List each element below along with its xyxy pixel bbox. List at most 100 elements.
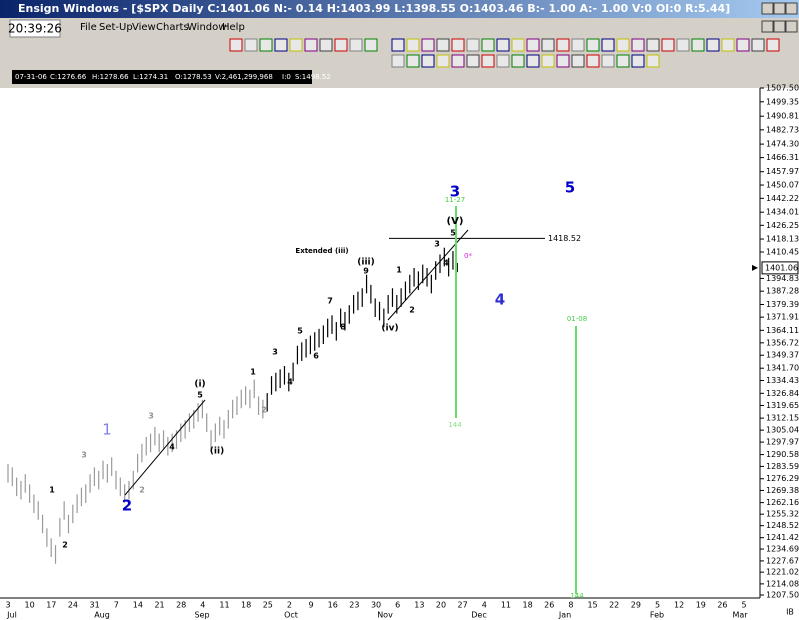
- toolbar-button[interactable]: [736, 38, 750, 52]
- window-button[interactable]: [773, 2, 786, 15]
- window-button[interactable]: [785, 20, 798, 33]
- x-tick-label: 25: [263, 601, 273, 610]
- toolbar-button[interactable]: [406, 38, 420, 52]
- y-tick-label: 1305.04: [766, 426, 799, 435]
- y-tick-label: 1450.07: [766, 181, 799, 190]
- wave-label: 5: [565, 179, 575, 197]
- toolbar-button[interactable]: [571, 54, 585, 68]
- toolbar-button[interactable]: [259, 38, 273, 52]
- y-tick-label: 1394.83: [766, 274, 799, 283]
- toolbar-button[interactable]: [481, 38, 495, 52]
- toolbar-button[interactable]: [616, 54, 630, 68]
- toolbar-button[interactable]: [319, 38, 333, 52]
- toolbar-button[interactable]: [421, 38, 435, 52]
- menu-item[interactable]: Charts: [156, 22, 189, 33]
- toolbar-button[interactable]: [289, 38, 303, 52]
- toolbar-button[interactable]: [391, 54, 405, 68]
- toolbar-button[interactable]: [244, 38, 258, 52]
- toolbar-button[interactable]: [541, 38, 555, 52]
- toolbar-button[interactable]: [646, 54, 660, 68]
- toolbar-button[interactable]: [586, 38, 600, 52]
- y-tick-label: 1418.13: [766, 235, 799, 244]
- menu-item[interactable]: Set-Up: [99, 22, 133, 33]
- toolbar-button[interactable]: [721, 38, 735, 52]
- toolbar-button[interactable]: [766, 38, 780, 52]
- y-tick-label: 1356.72: [766, 338, 799, 347]
- toolbar-button[interactable]: [421, 54, 435, 68]
- month-label: Jan: [558, 611, 571, 620]
- toolbar-button[interactable]: [586, 54, 600, 68]
- x-tick-label: 12: [674, 601, 684, 610]
- toolbar-button[interactable]: [274, 38, 288, 52]
- y-tick-label: 1457.97: [766, 167, 799, 176]
- wave-label: 3: [450, 183, 460, 201]
- toolbar-button[interactable]: [451, 38, 465, 52]
- y-tick-label: 1387.28: [766, 287, 799, 296]
- toolbar-button[interactable]: [691, 38, 705, 52]
- toolbar-button[interactable]: [616, 38, 630, 52]
- info-bar: [12, 70, 312, 84]
- x-tick-label: 31: [90, 601, 100, 610]
- toolbar-button[interactable]: [571, 38, 585, 52]
- x-tick-label: 21: [154, 601, 164, 610]
- toolbar-button[interactable]: [436, 38, 450, 52]
- toolbar-button[interactable]: [556, 38, 570, 52]
- info-field: L:1274.31: [133, 73, 168, 81]
- y-tick-label: 1276.29: [766, 474, 799, 483]
- window-button[interactable]: [785, 2, 798, 15]
- toolbar-button[interactable]: [676, 38, 690, 52]
- toolbar-button[interactable]: [526, 54, 540, 68]
- wave-label: 8: [340, 323, 346, 332]
- toolbar-button[interactable]: [526, 38, 540, 52]
- toolbar-button[interactable]: [496, 38, 510, 52]
- toolbar-button[interactable]: [466, 54, 480, 68]
- toolbar-button[interactable]: [556, 54, 570, 68]
- y-tick-label: 1319.65: [766, 401, 799, 410]
- toolbar-button[interactable]: [364, 38, 378, 52]
- toolbar-button[interactable]: [631, 54, 645, 68]
- toolbar-button[interactable]: [511, 54, 525, 68]
- toolbar-button[interactable]: [601, 38, 615, 52]
- y-tick-label: 1410.45: [766, 248, 799, 257]
- toolbar-button[interactable]: [751, 38, 765, 52]
- toolbar-button[interactable]: [451, 54, 465, 68]
- wave-label: 11-27: [445, 196, 465, 204]
- toolbar-button[interactable]: [304, 38, 318, 52]
- x-tick-label: 8: [568, 601, 573, 610]
- toolbar-button[interactable]: [406, 54, 420, 68]
- toolbar-button[interactable]: [661, 38, 675, 52]
- toolbar-button[interactable]: [601, 54, 615, 68]
- toolbar-button[interactable]: [541, 54, 555, 68]
- y-tick-label: 1269.38: [766, 486, 799, 495]
- info-field: S:1498.52: [295, 73, 331, 81]
- wave-label: 0*: [464, 252, 472, 260]
- month-label: Dec: [471, 611, 486, 620]
- toolbar-button[interactable]: [496, 54, 510, 68]
- menu-item[interactable]: Window: [187, 22, 226, 33]
- x-tick-label: 19: [696, 601, 706, 610]
- toolbar-button[interactable]: [436, 54, 450, 68]
- window-button[interactable]: [761, 2, 774, 15]
- menu-item[interactable]: File: [80, 22, 97, 33]
- toolbar-button[interactable]: [646, 38, 660, 52]
- menu-item[interactable]: View: [132, 22, 156, 33]
- toolbar-button[interactable]: [706, 38, 720, 52]
- x-tick-label: 23: [349, 601, 359, 610]
- trendline: [124, 399, 206, 496]
- y-tick-label: 1326.84: [766, 389, 799, 398]
- y-tick-label: 1466.31: [766, 153, 799, 162]
- toolbar-button[interactable]: [511, 38, 525, 52]
- toolbar-button[interactable]: [229, 38, 243, 52]
- toolbar-button[interactable]: [334, 38, 348, 52]
- wave-label: 4: [169, 443, 175, 452]
- window-button[interactable]: [761, 20, 774, 33]
- toolbar-button[interactable]: [631, 38, 645, 52]
- y-tick-label: 1227.67: [766, 556, 799, 565]
- toolbar-button[interactable]: [466, 38, 480, 52]
- toolbar-button[interactable]: [391, 38, 405, 52]
- toolbar-button[interactable]: [481, 54, 495, 68]
- window-button[interactable]: [773, 20, 786, 33]
- toolbar-button[interactable]: [349, 38, 363, 52]
- menu-item[interactable]: Help: [222, 22, 245, 33]
